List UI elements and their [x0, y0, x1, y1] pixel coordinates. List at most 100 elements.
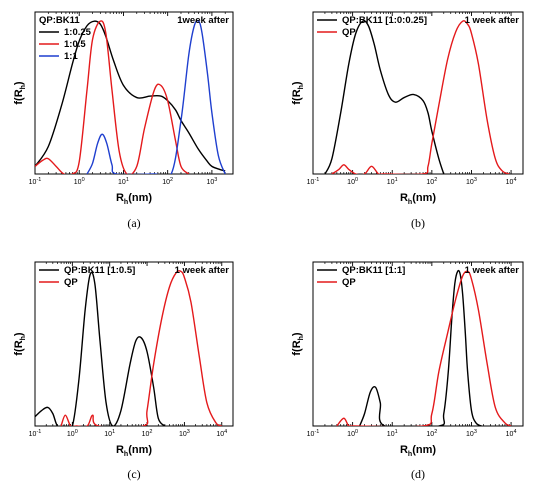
x-tick-exponent: 0 — [82, 177, 85, 183]
x-tick-exponent: -1 — [314, 429, 319, 435]
series-line-0 — [324, 20, 445, 174]
series-group — [336, 269, 512, 426]
x-tick-exponent: 4 — [513, 177, 516, 183]
x-tick-label: 10-1 — [29, 429, 42, 438]
x-tick-exponent: 1 — [395, 177, 398, 183]
legend-entry-1: QP — [64, 277, 78, 288]
x-tick-exponent: 2 — [434, 429, 437, 435]
annotation-text: 1 week after — [465, 265, 520, 276]
x-axis-label-unit: (nm) — [128, 192, 152, 204]
x-axis-label-unit: (nm) — [128, 444, 152, 456]
x-tick-label: 10-1 — [29, 177, 42, 186]
legend-entry-1: 1:0.5 — [64, 39, 86, 50]
series-line-1 — [336, 270, 512, 426]
legend-entry-1: QP — [342, 27, 356, 38]
x-axis-label-unit: (nm) — [412, 444, 436, 456]
x-tick-label: 104 — [506, 429, 517, 438]
x-tick-exponent: -1 — [314, 177, 319, 183]
y-axis-label-close: ) — [291, 332, 303, 336]
x-tick-exponent: 4 — [224, 429, 227, 435]
series-line-0 — [35, 271, 166, 426]
x-axis-label-sub: h — [124, 199, 128, 206]
x-tick-label: 10-1 — [307, 429, 320, 438]
legend-entry-2: 1:1 — [64, 51, 78, 62]
x-tick-exponent: 3 — [187, 429, 190, 435]
x-tick-label: 101 — [118, 177, 129, 186]
y-axis-label-close: ) — [291, 81, 303, 85]
x-tick-exponent: 0 — [355, 177, 358, 183]
x-tick-exponent: 1 — [126, 177, 129, 183]
x-axis-label: Rh(nm) — [400, 192, 436, 206]
x-tick-exponent: 1 — [395, 429, 398, 435]
series-line-0 — [35, 20, 226, 172]
x-axis-label-sub: h — [124, 451, 128, 458]
annotation-text: 1 week after — [175, 265, 230, 276]
x-tick-label: 101 — [104, 429, 115, 438]
x-tick-label: 103 — [206, 177, 217, 186]
series-group — [324, 20, 510, 174]
y-axis-label: f(Rh) — [291, 332, 305, 356]
panel-label: (b) — [411, 216, 425, 230]
y-axis-label-sub: h — [20, 336, 27, 340]
x-tick-exponent: 4 — [513, 429, 516, 435]
plot-frame — [34, 261, 234, 427]
legend-entry-0: 1:0.25 — [64, 27, 92, 38]
x-tick-label: 10-1 — [307, 177, 320, 186]
legend-entry-1: QP — [342, 277, 356, 288]
panel-label: (d) — [411, 467, 425, 481]
x-tick-exponent: -1 — [36, 429, 41, 435]
annotation-text: 1week after — [177, 15, 229, 26]
x-tick-exponent: 2 — [170, 177, 173, 183]
annotation-text: 1 week after — [465, 15, 520, 26]
y-axis-label-sub: h — [298, 336, 305, 340]
x-tick-exponent: 2 — [434, 177, 437, 183]
series-line-0 — [358, 269, 482, 426]
legend-entry-0: QP:BK11 [1:0.5] — [64, 265, 135, 276]
panel-c: 10-1 100 101 102 103 104 Rh(nm) f(Rh) QP:BK11 [1… — [13, 261, 234, 481]
x-tick-label: 103 — [466, 177, 477, 186]
x-tick-label: 101 — [387, 429, 398, 438]
x-tick-label: 102 — [426, 177, 437, 186]
x-tick-exponent: 2 — [149, 429, 152, 435]
x-tick-exponent: 3 — [214, 177, 217, 183]
series-line-2 — [86, 19, 226, 174]
x-axis-label-sub: h — [408, 199, 412, 206]
series-line-1 — [35, 20, 190, 174]
x-axis-label: Rh(nm) — [116, 444, 152, 458]
x-tick-label: 103 — [466, 429, 477, 438]
y-axis-label-close: ) — [13, 332, 25, 336]
x-tick-exponent: 3 — [474, 177, 477, 183]
x-axis-label-sub: h — [408, 451, 412, 458]
x-tick-exponent: 3 — [474, 429, 477, 435]
panel-label: (c) — [127, 467, 140, 481]
y-axis-label: f(Rh) — [13, 332, 27, 356]
x-tick-label: 103 — [179, 429, 190, 438]
x-tick-label: 102 — [426, 429, 437, 438]
series-line-1 — [331, 20, 510, 174]
x-tick-label: 102 — [142, 429, 153, 438]
y-axis-label: f(Rh) — [13, 81, 27, 105]
legend-entry-0: QP:BK11 [1:1] — [342, 265, 405, 276]
x-tick-label: 100 — [347, 429, 358, 438]
legend-entry-0: QP:BK11 [1:0:0.25] — [342, 15, 427, 26]
y-axis-label-close: ) — [13, 81, 25, 85]
series-group — [35, 19, 226, 174]
x-tick-label: 101 — [387, 177, 398, 186]
series-group — [35, 270, 223, 426]
x-axis-label: Rh(nm) — [400, 444, 436, 458]
x-axis-label: Rh(nm) — [116, 192, 152, 206]
x-tick-label: 104 — [216, 429, 227, 438]
x-tick-exponent: 0 — [355, 429, 358, 435]
x-tick-label: 100 — [347, 177, 358, 186]
x-tick-label: 104 — [506, 177, 517, 186]
x-axis-label-unit: (nm) — [412, 192, 436, 204]
x-tick-label: 100 — [67, 429, 78, 438]
y-axis-label: f(Rh) — [291, 81, 305, 105]
series-line-1 — [60, 270, 223, 426]
x-tick-exponent: -1 — [36, 177, 41, 183]
y-axis-label-sub: h — [20, 85, 27, 89]
legend-title: QP:BK11 — [39, 15, 80, 26]
